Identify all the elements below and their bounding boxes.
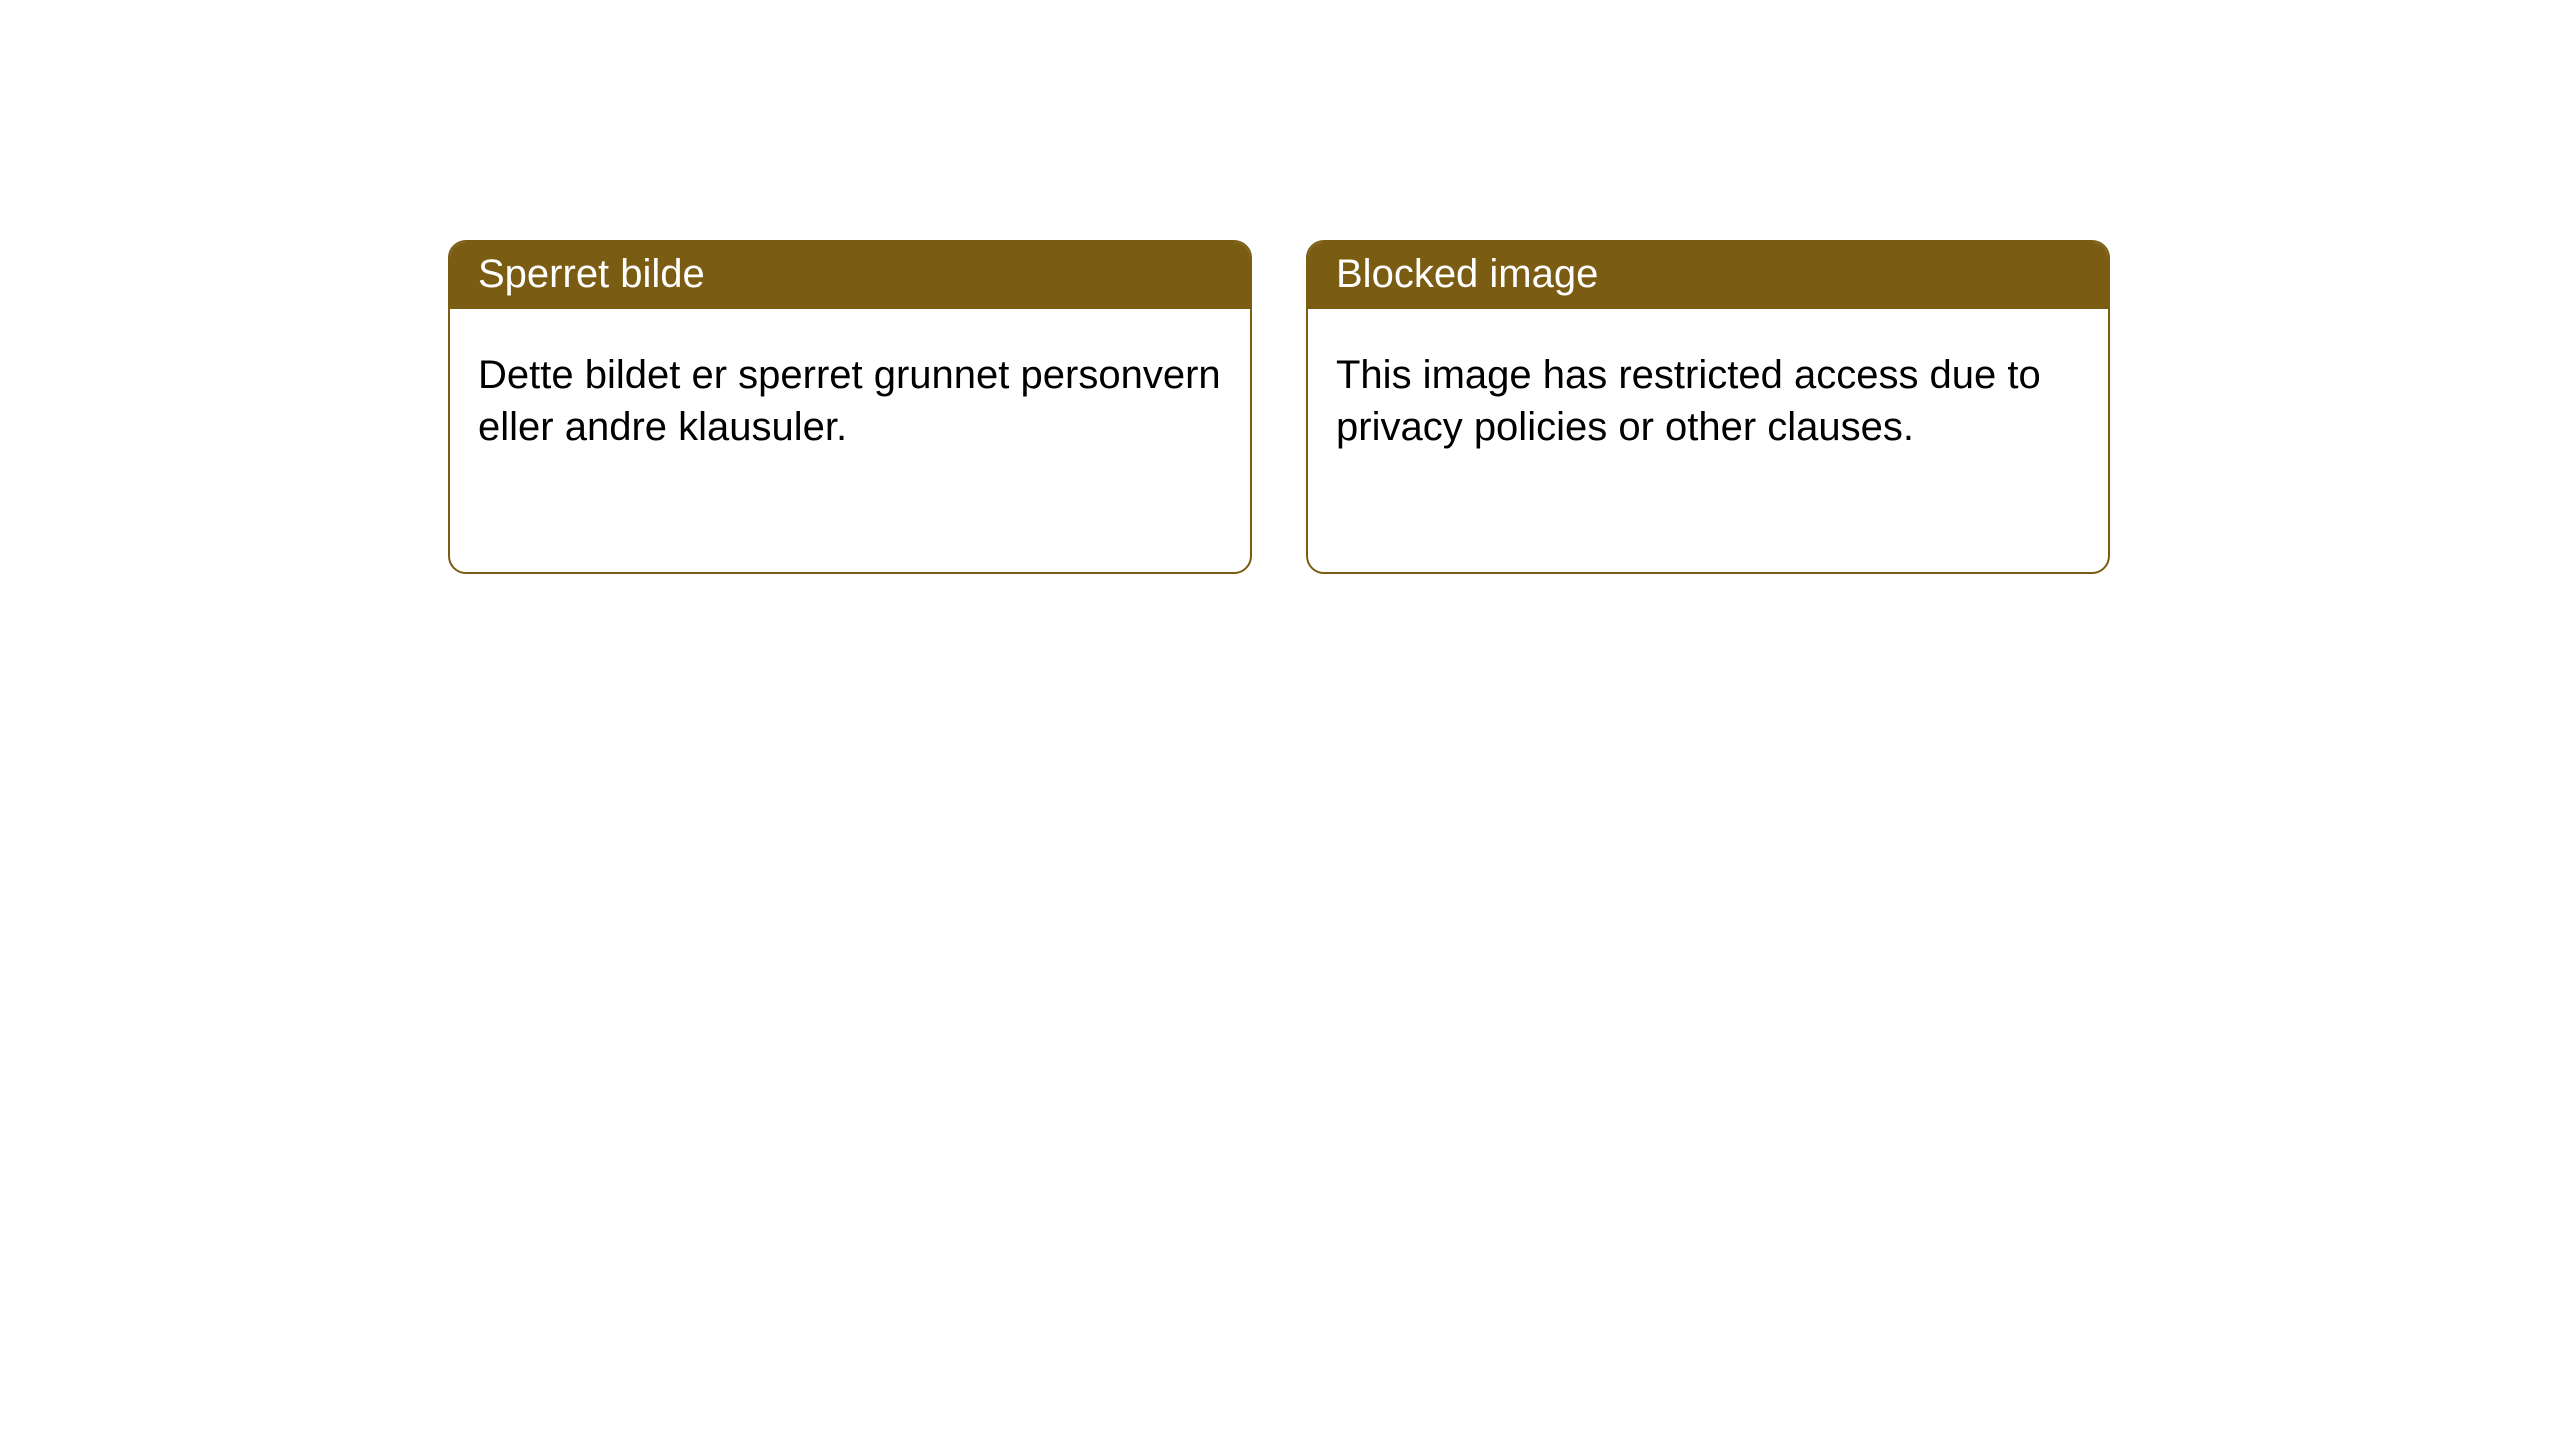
- notice-body: Dette bildet er sperret grunnet personve…: [450, 309, 1250, 481]
- notice-body-text: This image has restricted access due to …: [1336, 353, 2041, 449]
- notice-title: Blocked image: [1336, 252, 1598, 296]
- notice-body-text: Dette bildet er sperret grunnet personve…: [478, 353, 1221, 449]
- notice-header: Sperret bilde: [450, 242, 1250, 309]
- notice-container: Sperret bilde Dette bildet er sperret gr…: [448, 240, 2110, 574]
- notice-body: This image has restricted access due to …: [1308, 309, 2108, 481]
- notice-card-norwegian: Sperret bilde Dette bildet er sperret gr…: [448, 240, 1252, 574]
- notice-title: Sperret bilde: [478, 252, 705, 296]
- notice-card-english: Blocked image This image has restricted …: [1306, 240, 2110, 574]
- notice-header: Blocked image: [1308, 242, 2108, 309]
